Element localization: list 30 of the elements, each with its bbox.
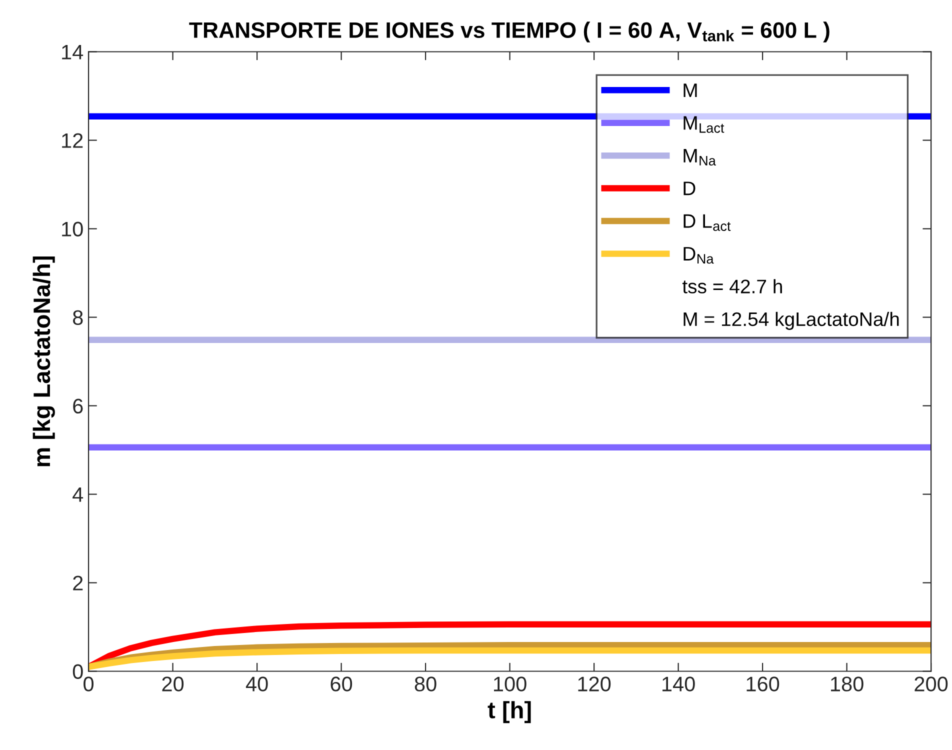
x-tick-label: 80 bbox=[414, 676, 436, 692]
legend-label: D bbox=[684, 182, 696, 196]
legend-label: D L$_{act}$ bbox=[684, 214, 731, 231]
x-tick-label: 0 bbox=[84, 676, 94, 692]
y-tick-label: 14 bbox=[62, 44, 84, 60]
annotation: M = 12.54 kgLactatoNa/h bbox=[684, 312, 899, 330]
y-tick-label: 2 bbox=[73, 576, 83, 590]
x-tick-label: 180 bbox=[831, 676, 864, 692]
x-tick-label: 200 bbox=[914, 676, 948, 692]
annotation: tss = 42.7 h bbox=[682, 279, 782, 294]
y-tick-label: 0 bbox=[72, 664, 83, 680]
x-tick-label: 60 bbox=[330, 676, 352, 692]
y-tick-label: 6 bbox=[73, 398, 83, 414]
x-axis-title: t [h] bbox=[488, 701, 531, 724]
y-axis-title: m [kg LactatoNa/h] bbox=[32, 256, 55, 466]
x-tick-label: 120 bbox=[578, 676, 611, 692]
y-tick-label: 8 bbox=[72, 310, 83, 326]
legend-label: M$_{Na}$ bbox=[684, 148, 716, 166]
chart-title: TRANSPORTE DE IONES vs TIEMPO ( I = 60 A, V$_{tank}$ = 600 L ) bbox=[189, 22, 830, 42]
x-tick-label: 160 bbox=[746, 676, 780, 692]
x-tick-label: 40 bbox=[246, 676, 268, 692]
y-tick-label: 10 bbox=[62, 222, 83, 237]
y-tick-label: 4 bbox=[72, 487, 84, 502]
x-tick-label: 20 bbox=[162, 676, 184, 692]
y-tick-label: 12 bbox=[62, 133, 83, 148]
x-tick-label: 100 bbox=[494, 676, 526, 692]
legend-label: D$_{Na}$ bbox=[684, 247, 714, 264]
legend-label: M bbox=[684, 84, 697, 97]
x-tick-label: 140 bbox=[662, 676, 695, 692]
legend-label: M$_{Lact}$ bbox=[684, 116, 724, 133]
